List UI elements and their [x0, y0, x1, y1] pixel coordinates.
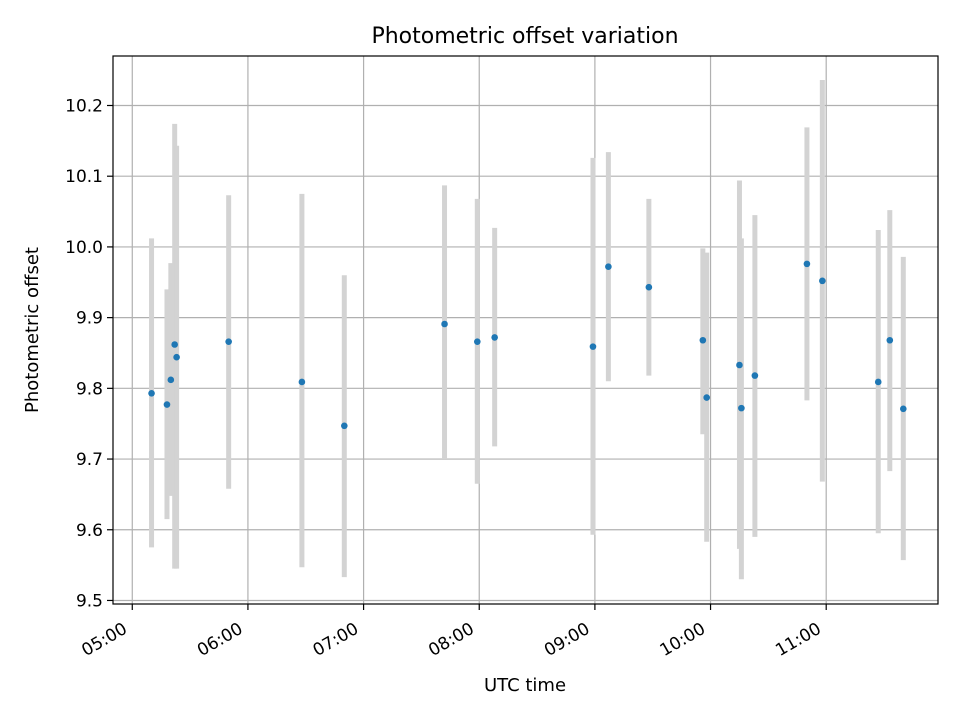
data-point: [874, 378, 882, 386]
data-point: [589, 343, 597, 350]
y-tick-label: 9.7: [76, 450, 103, 470]
y-tick-label: 9.8: [76, 379, 103, 399]
data-point: [819, 277, 826, 285]
plot-frame: [112, 55, 939, 605]
data-points: [148, 260, 907, 430]
data-point: [298, 378, 306, 386]
data-point: [900, 405, 907, 413]
data-point: [171, 341, 178, 348]
y-tick-label: 10.0: [65, 238, 103, 258]
data-point: [886, 336, 894, 344]
y-tick-label: 9.5: [76, 591, 103, 611]
data-point: [645, 283, 653, 291]
data-point: [173, 353, 180, 361]
data-point: [738, 404, 745, 412]
data-point: [605, 263, 612, 271]
x-axis-label: UTC time: [484, 675, 566, 696]
data-point: [163, 401, 171, 408]
data-point: [341, 422, 348, 430]
y-axis-label: Photometric offset: [22, 247, 43, 413]
data-point: [148, 389, 155, 397]
data-point: [225, 338, 232, 345]
y-tick-label: 9.9: [76, 309, 103, 329]
data-point: [491, 334, 498, 341]
data-point: [751, 372, 759, 379]
data-point: [703, 394, 710, 401]
y-tick-label: 10.1: [65, 167, 103, 187]
data-point: [441, 320, 448, 328]
data-point: [167, 376, 175, 384]
data-point: [699, 336, 707, 344]
y-tick-label: 9.6: [76, 521, 103, 541]
chart-title: Photometric offset variation: [371, 24, 678, 49]
data-point: [803, 260, 811, 268]
data-point: [474, 338, 481, 345]
y-tick-label: 10.2: [65, 96, 103, 116]
data-point: [736, 361, 743, 369]
